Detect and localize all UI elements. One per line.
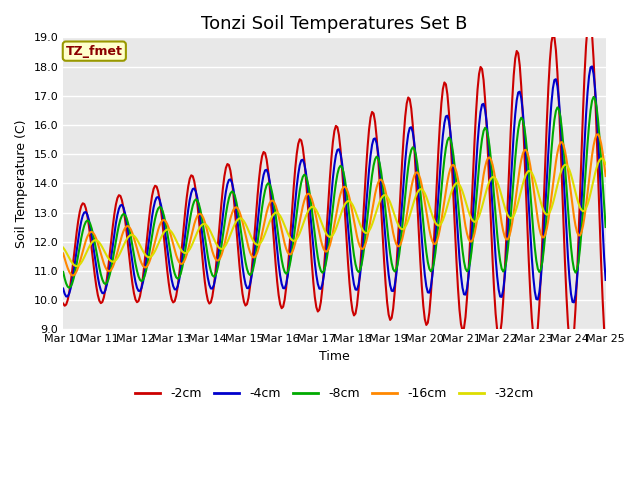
-32cm	[602, 161, 609, 167]
-32cm	[76, 262, 84, 267]
-2cm	[398, 157, 406, 163]
-8cm	[589, 94, 597, 100]
-32cm	[537, 200, 545, 205]
Y-axis label: Soil Temperature (C): Soil Temperature (C)	[15, 119, 28, 248]
-2cm	[368, 109, 376, 115]
-32cm	[162, 228, 170, 233]
-32cm	[597, 156, 605, 161]
-2cm	[585, 15, 593, 21]
-32cm	[60, 245, 67, 251]
-16cm	[162, 218, 170, 224]
-16cm	[388, 222, 396, 228]
Text: TZ_fmet: TZ_fmet	[66, 45, 123, 58]
Line: -2cm: -2cm	[63, 18, 605, 350]
-32cm	[73, 264, 81, 269]
-8cm	[388, 260, 396, 266]
-16cm	[68, 273, 76, 278]
-16cm	[60, 251, 67, 256]
-32cm	[388, 204, 396, 209]
-4cm	[602, 277, 609, 283]
-2cm	[536, 302, 543, 308]
-32cm	[400, 226, 408, 232]
-8cm	[76, 243, 84, 249]
-16cm	[537, 231, 545, 237]
-4cm	[536, 290, 543, 296]
Line: -4cm: -4cm	[63, 66, 605, 302]
-4cm	[387, 282, 394, 288]
-4cm	[398, 198, 406, 204]
Title: Tonzi Soil Temperatures Set B: Tonzi Soil Temperatures Set B	[201, 15, 468, 33]
-16cm	[76, 259, 84, 265]
-2cm	[60, 300, 67, 306]
Line: -16cm: -16cm	[63, 134, 605, 276]
-4cm	[60, 286, 67, 291]
-8cm	[162, 221, 170, 227]
Legend: -2cm, -4cm, -8cm, -16cm, -32cm: -2cm, -4cm, -8cm, -16cm, -32cm	[130, 382, 539, 405]
Line: -32cm: -32cm	[63, 158, 605, 266]
-8cm	[65, 285, 73, 290]
-8cm	[60, 269, 67, 275]
-8cm	[400, 209, 408, 215]
-2cm	[602, 346, 609, 351]
-2cm	[74, 218, 82, 224]
X-axis label: Time: Time	[319, 350, 350, 363]
-2cm	[567, 347, 575, 353]
-16cm	[400, 230, 408, 236]
-2cm	[387, 317, 394, 323]
-8cm	[370, 163, 378, 168]
-16cm	[595, 132, 602, 137]
-2cm	[160, 237, 168, 242]
-4cm	[368, 142, 376, 148]
Line: -8cm: -8cm	[63, 97, 605, 288]
-4cm	[588, 63, 596, 69]
-4cm	[570, 300, 578, 305]
-4cm	[160, 221, 168, 227]
-16cm	[370, 199, 378, 205]
-32cm	[370, 217, 378, 223]
-4cm	[74, 236, 82, 242]
-8cm	[602, 224, 609, 230]
-8cm	[537, 267, 545, 273]
-16cm	[602, 173, 609, 179]
